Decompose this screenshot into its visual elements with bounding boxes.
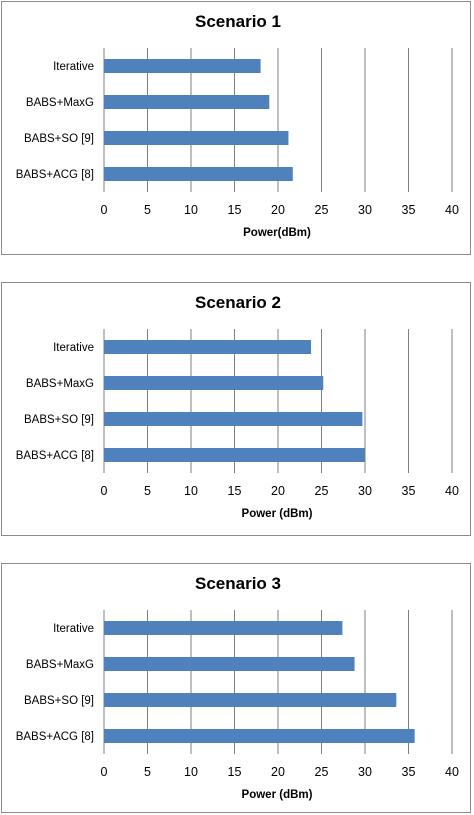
x-tick-label: 10 (184, 765, 198, 779)
x-tick-label: 30 (358, 765, 372, 779)
bar-chart-scenario-2: Scenario 2 0 5 10 15 20 25 30 35 40 Iterative BABS+… (16, 293, 459, 520)
x-tick-label: 35 (402, 203, 416, 217)
category-label: BABS+ACG [8] (16, 169, 94, 181)
x-tick-label: 20 (271, 203, 285, 217)
bar-chart-scenario-1: Scenario 1 0 5 10 15 20 25 30 35 40 Iterative BABS+… (16, 12, 459, 239)
x-tick-label: 25 (315, 765, 329, 779)
bar (104, 448, 365, 462)
x-tick-label: 15 (228, 765, 242, 779)
bar (104, 59, 261, 73)
x-tick-label: 5 (144, 484, 151, 498)
x-tick-label: 30 (358, 484, 372, 498)
x-tick-label: 10 (184, 484, 198, 498)
category-label: BABS+SO [9] (24, 695, 94, 707)
x-tick-label: 35 (402, 484, 416, 498)
category-label: BABS+MaxG (26, 659, 94, 671)
category-label: BABS+MaxG (26, 378, 94, 390)
chart-title: Scenario 1 (195, 12, 281, 31)
x-tick-label: 35 (402, 765, 416, 779)
x-tick-label: 15 (228, 203, 242, 217)
bar (104, 95, 270, 109)
category-label: Iterative (53, 342, 94, 354)
bar (104, 131, 289, 145)
x-tick-label: 0 (101, 765, 108, 779)
category-label: BABS+MaxG (26, 97, 94, 109)
category-label: BABS+SO [9] (24, 133, 94, 145)
category-label: BABS+ACG [8] (16, 450, 94, 462)
x-tick-label: 20 (271, 765, 285, 779)
bar (104, 657, 355, 671)
x-axis-label: Power (dBm) (242, 789, 313, 801)
x-tick-label: 15 (228, 484, 242, 498)
x-tick-label: 10 (184, 203, 198, 217)
bar (104, 412, 363, 426)
x-tick-label: 5 (144, 765, 151, 779)
bar (104, 376, 324, 390)
x-tick-label: 25 (315, 484, 329, 498)
x-tick-label: 0 (101, 484, 108, 498)
x-tick-label: 40 (445, 484, 459, 498)
chart-title: Scenario 2 (195, 293, 281, 312)
x-tick-label: 25 (315, 203, 329, 217)
x-tick-label: 0 (101, 203, 108, 217)
chart-panel-scenario-2: Scenario 2 0 5 10 15 20 25 30 35 40 Iterative BABS+… (1, 282, 471, 536)
bar (104, 340, 312, 354)
x-tick-label: 30 (358, 203, 372, 217)
bar (104, 167, 293, 181)
bar (104, 621, 343, 635)
category-label: Iterative (53, 61, 94, 73)
category-label: BABS+SO [9] (24, 414, 94, 426)
x-axis-label: Power (dBm) (242, 508, 313, 520)
x-tick-label: 40 (445, 765, 459, 779)
chart-title: Scenario 3 (195, 574, 281, 593)
bar (104, 693, 397, 707)
x-axis-label: Power(dBm) (243, 227, 311, 239)
bar (104, 729, 415, 743)
bar-chart-scenario-3: Scenario 3 0 5 10 15 20 25 30 35 40 Iterative BABS+… (16, 574, 459, 801)
chart-panel-scenario-1: Scenario 1 0 5 10 15 20 25 30 35 40 Iterative BABS+… (1, 1, 471, 255)
x-tick-label: 20 (271, 484, 285, 498)
x-tick-label: 5 (144, 203, 151, 217)
chart-panel-scenario-3: Scenario 3 0 5 10 15 20 25 30 35 40 Iterative BABS+… (1, 563, 471, 813)
x-tick-label: 40 (445, 203, 459, 217)
category-label: Iterative (53, 623, 94, 635)
category-label: BABS+ACG [8] (16, 731, 94, 743)
